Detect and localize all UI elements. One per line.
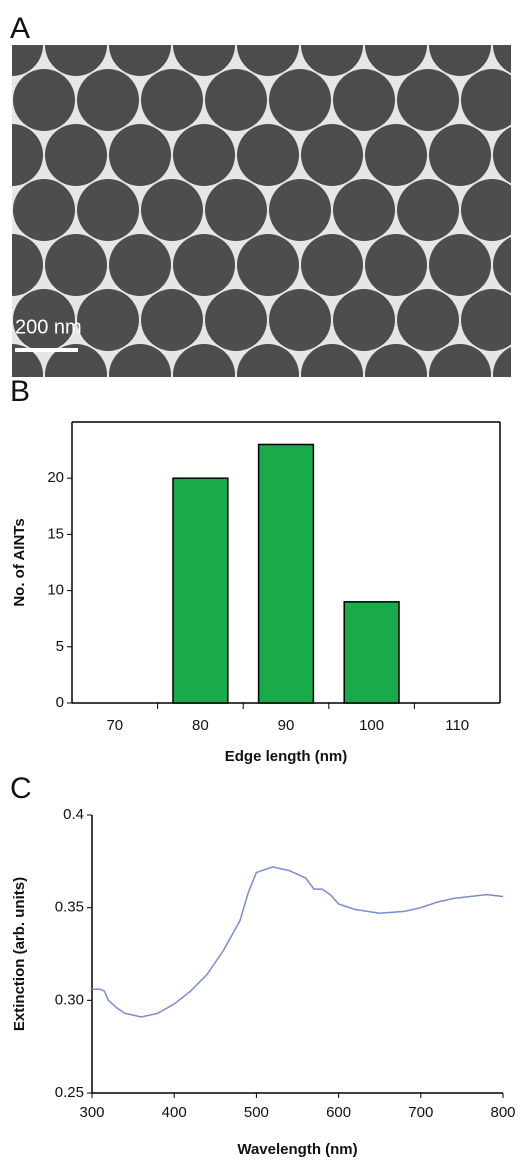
x-tick-label: 100 [359,717,384,734]
x-tick-label: 400 [162,1104,187,1121]
sem-image [12,45,511,377]
y-tick-label: 0.4 [63,806,84,823]
x-tick-label: 70 [106,717,123,734]
panel-label: B [10,375,30,408]
line [92,866,504,1018]
x-tick-label: 90 [278,717,295,734]
bar [343,601,400,704]
x-tick-label: 80 [192,717,209,734]
bar [172,477,229,704]
x-axis-label: Wavelength (nm) [237,1141,357,1158]
x-tick-label: 600 [326,1104,351,1121]
y-axis-label: No. of AINTs [11,518,28,606]
y-tick-label: 5 [56,638,64,655]
y-tick-label: 20 [47,469,64,486]
y-tick-label: 0.35 [55,899,84,916]
x-tick-label: 300 [79,1104,104,1121]
x-tick-label: 700 [408,1104,433,1121]
y-tick-label: 10 [47,582,64,599]
y-axis-label: Extinction (arb. units) [11,877,28,1031]
panel-label: C [10,772,32,805]
panel-label: A [10,12,30,45]
x-tick-label: 500 [244,1104,269,1121]
bar [257,443,315,704]
y-tick-label: 15 [47,525,64,542]
x-tick-label: 800 [490,1104,515,1121]
y-tick-label: 0 [56,694,64,711]
x-tick-label: 110 [445,717,469,734]
y-tick-label: 0.30 [55,991,84,1008]
x-axis-label: Edge length (nm) [225,748,348,765]
scale-bar-label: 200 nm [15,316,82,338]
y-tick-label: 0.25 [55,1084,84,1101]
